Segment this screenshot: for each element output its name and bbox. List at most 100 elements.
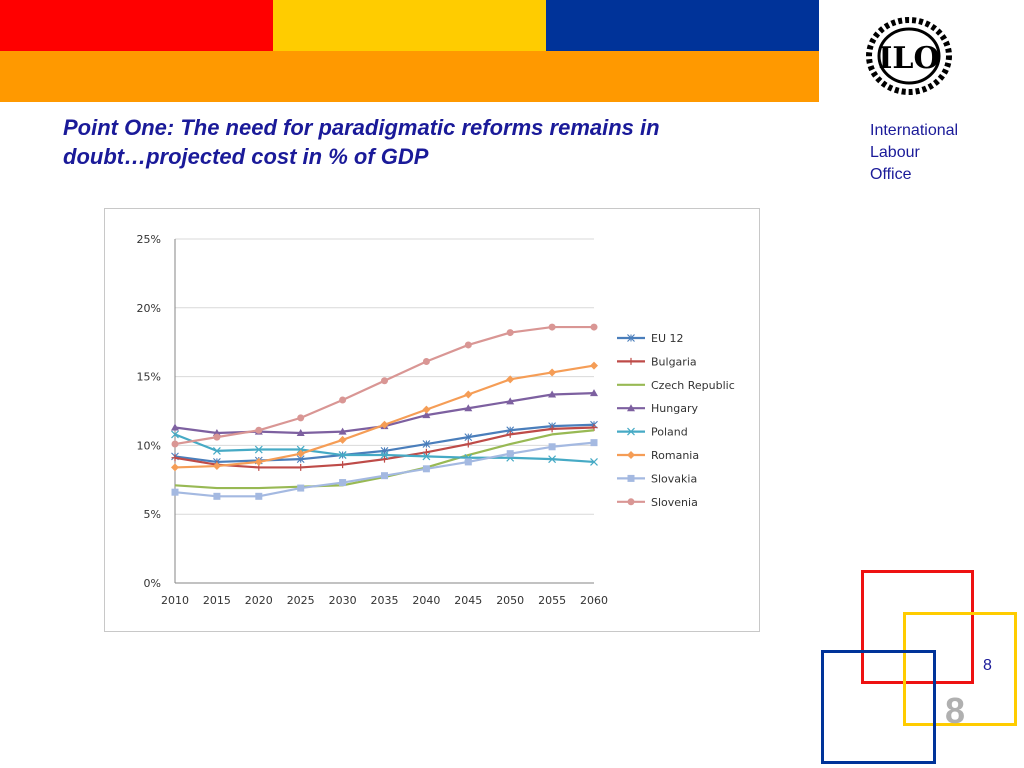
data-point-slovakia — [590, 439, 598, 447]
data-point-slovenia — [381, 377, 388, 385]
header-band-red — [0, 0, 273, 51]
data-point-slovenia — [255, 426, 263, 434]
header-band-yellow — [273, 0, 546, 51]
data-point-hungary — [296, 429, 305, 437]
data-point-slovenia — [590, 323, 598, 331]
x-tick-label: 2020 — [245, 594, 273, 607]
data-point-slovenia — [297, 414, 305, 422]
data-point-hungary — [422, 411, 431, 419]
data-point-poland — [422, 452, 431, 461]
data-point-bulgaria — [339, 461, 347, 469]
data-point-bulgaria — [590, 424, 598, 432]
data-point-slovenia — [506, 329, 514, 337]
data-point-bulgaria — [171, 454, 179, 462]
data-point-slovakia — [339, 479, 347, 487]
data-point-poland — [590, 457, 598, 466]
x-tick-label: 2060 — [580, 594, 608, 607]
data-point-hungary — [548, 390, 557, 398]
x-tick-label: 2040 — [412, 594, 440, 607]
data-point-poland — [212, 446, 221, 455]
decor-square-red — [861, 570, 974, 684]
org-line-1: International — [870, 122, 959, 139]
legend-label-poland: Poland — [651, 426, 688, 439]
data-point-romania — [380, 420, 389, 429]
data-point-romania — [464, 390, 473, 399]
legend-label-bulgaria: Bulgaria — [651, 355, 697, 368]
data-point-poland — [338, 451, 347, 459]
organization-name: International Labour Office — [870, 120, 958, 186]
legend-label-slovakia: Slovakia — [651, 472, 697, 485]
legend-marker-eu-12 — [627, 334, 635, 342]
data-point-slovenia — [548, 323, 556, 331]
line-chart: 0% 5% 10% 15% 20% 25% 2010 2015 2020 2025 2030 2035… — [137, 233, 735, 607]
slide-title: Point One: The need for paradigmatic ref… — [63, 113, 803, 171]
x-tick-label: 2025 — [287, 594, 315, 607]
legend-label-hungary: Hungary — [651, 402, 698, 415]
x-tick-label: 2035 — [371, 594, 399, 607]
data-point-bulgaria — [548, 425, 556, 433]
header-band-blue — [546, 0, 819, 51]
data-point-romania — [590, 361, 598, 370]
data-point-romania — [254, 457, 263, 466]
data-point-romania — [548, 368, 557, 377]
data-point-hungary — [338, 427, 347, 435]
x-tick-label: 2050 — [496, 594, 524, 607]
data-point-eu-12 — [422, 440, 431, 448]
data-point-slovakia — [171, 488, 179, 496]
legend-marker-poland — [627, 427, 635, 436]
legend-marker-romania — [627, 451, 635, 459]
data-point-bulgaria — [422, 448, 430, 456]
data-point-romania — [422, 405, 431, 414]
data-point-slovakia — [548, 443, 556, 451]
data-point-bulgaria — [381, 455, 388, 463]
data-point-slovenia — [213, 433, 221, 441]
data-point-hungary — [212, 429, 221, 437]
x-tick-label: 2055 — [538, 594, 566, 607]
data-point-romania — [506, 375, 515, 384]
header-band-orange — [0, 51, 819, 102]
decor-square-yellow — [903, 612, 1017, 726]
y-tick-label: 15% — [137, 371, 161, 384]
data-point-slovenia — [422, 357, 430, 365]
org-line-2: Labour — [870, 144, 920, 161]
data-point-bulgaria — [297, 463, 305, 471]
data-point-romania — [171, 463, 179, 472]
data-point-poland — [254, 445, 263, 454]
x-tick-label: 2045 — [454, 594, 482, 607]
data-point-hungary — [506, 397, 515, 405]
title-line-1: Point One: The need for paradigmatic ref… — [63, 115, 660, 140]
data-point-bulgaria — [506, 430, 514, 438]
legend-marker-bulgaria — [627, 357, 635, 365]
x-tick-label: 2010 — [161, 594, 189, 607]
data-point-hungary — [171, 423, 179, 431]
data-point-eu-12 — [464, 433, 473, 442]
data-point-slovenia — [464, 341, 472, 349]
data-point-poland — [171, 430, 179, 439]
data-point-slovakia — [506, 450, 514, 458]
data-point-hungary — [590, 389, 598, 397]
legend-marker-hungary — [627, 404, 635, 412]
data-point-hungary — [464, 404, 473, 412]
x-tick-label: 2015 — [203, 594, 231, 607]
legend-marker-slovenia — [627, 498, 635, 506]
data-point-slovenia — [171, 440, 179, 448]
y-tick-label: 10% — [137, 439, 161, 452]
data-point-slovakia — [381, 472, 388, 480]
data-point-slovenia — [339, 396, 347, 404]
data-point-slovakia — [255, 492, 263, 500]
data-point-slovakia — [297, 484, 305, 492]
data-point-romania — [296, 449, 305, 458]
legend-label-slovenia: Slovenia — [651, 496, 698, 509]
data-point-slovakia — [213, 492, 221, 500]
data-point-slovakia — [464, 458, 472, 466]
page-number-large: 8 — [945, 690, 966, 731]
page-number: 8 — [983, 657, 992, 674]
y-tick-label: 5% — [144, 508, 161, 521]
org-line-3: Office — [870, 166, 912, 183]
data-point-poland — [548, 455, 557, 464]
title-line-2: doubt…projected cost in % of GDP — [63, 144, 429, 169]
x-tick-label: 2030 — [329, 594, 357, 607]
logo-lettering: ILO — [878, 41, 939, 76]
data-point-bulgaria — [464, 440, 472, 448]
data-point-romania — [338, 435, 347, 444]
